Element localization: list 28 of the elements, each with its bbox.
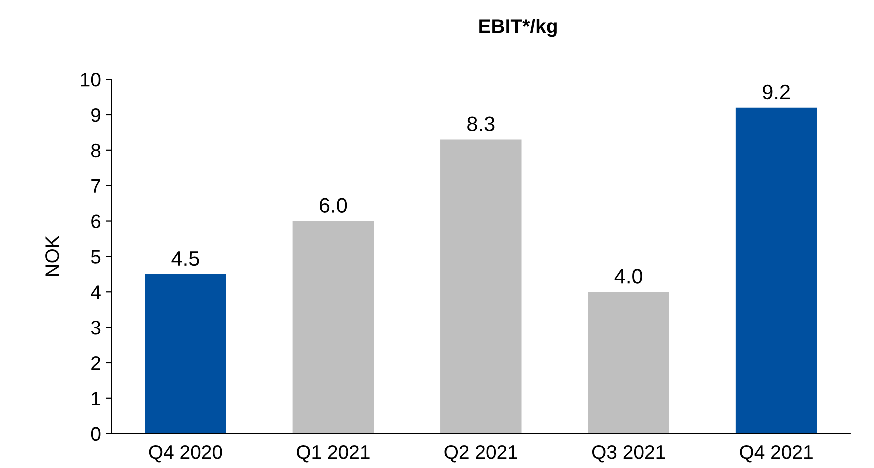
data-label: 9.2	[763, 84, 790, 100]
data-label: 4.5	[172, 252, 200, 266]
y-tick-label: 1	[92, 392, 101, 406]
chart-title: EBIT*/kg	[480, 18, 557, 38]
y-tick-label: 0	[91, 427, 101, 442]
bar	[440, 140, 522, 434]
y-tick-label: 9	[92, 108, 101, 122]
y-tick-label: 6	[92, 214, 101, 229]
y-tick-label: 8	[91, 144, 101, 158]
x-tick-label: Q4 2020	[149, 445, 222, 463]
data-label: 4.0	[614, 269, 643, 284]
bar	[145, 274, 226, 434]
y-tick-label: 5	[91, 250, 101, 264]
data-label: 8.3	[468, 116, 495, 132]
x-tick-label: Q3 2021	[592, 445, 666, 463]
y-tick-label: 2	[92, 356, 100, 370]
bar	[292, 221, 374, 434]
y-tick-label: 3	[91, 321, 101, 335]
y-tick-label: 10	[81, 73, 101, 87]
data-label: 6.0	[320, 198, 348, 213]
y-tick-label: 7	[92, 180, 100, 193]
x-tick-label: Q4 2021	[740, 445, 813, 463]
x-tick-label: Q1 2021	[297, 445, 370, 463]
bar	[736, 108, 818, 434]
bar	[588, 292, 670, 434]
y-axis-title: NOK	[46, 236, 60, 276]
y-tick-label: 4	[91, 286, 101, 300]
x-tick-label: Q2 2021	[444, 445, 518, 463]
